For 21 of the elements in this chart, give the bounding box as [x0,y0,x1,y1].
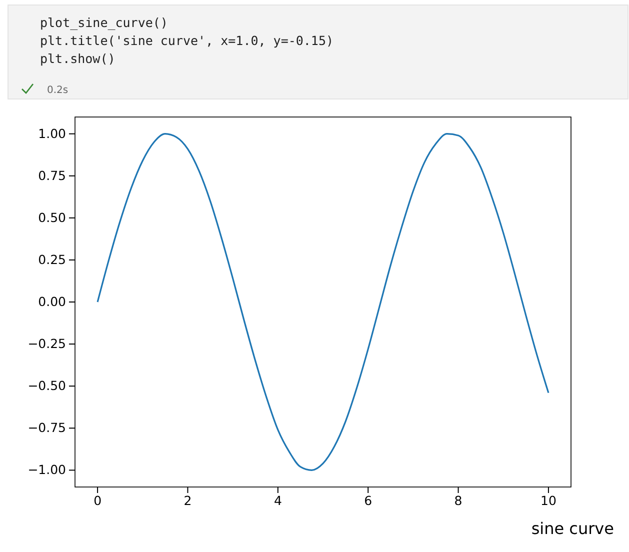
y-tick-label: 0.75 [38,168,66,183]
y-tick-label: −0.25 [28,336,66,352]
x-tick-label: 6 [364,492,372,508]
y-tick-label: 1.00 [38,126,66,141]
y-tick-label: −1.00 [28,462,66,478]
text: 0.2s [47,85,68,96]
text: plt.show() [40,51,116,66]
text: plt.title('sine curve', x=1.0, y=-0.15) [40,33,334,48]
y-tick-label: 0.00 [38,294,66,309]
x-tick-label: 10 [540,492,556,508]
x-tick-label: 2 [184,492,192,508]
line-series [96,133,550,471]
text: plot_sine_curve() [40,15,168,30]
x-tick-label: 4 [274,492,282,508]
y-tick-label: 0.25 [38,252,66,267]
text: sine curve [531,519,614,538]
x-tick-label: 0 [94,492,102,508]
y-tick-label: 0.50 [38,210,66,225]
x-tick-label: 8 [454,492,462,508]
y-tick-label: −0.50 [28,378,66,394]
y-tick-label: −0.75 [28,420,66,436]
